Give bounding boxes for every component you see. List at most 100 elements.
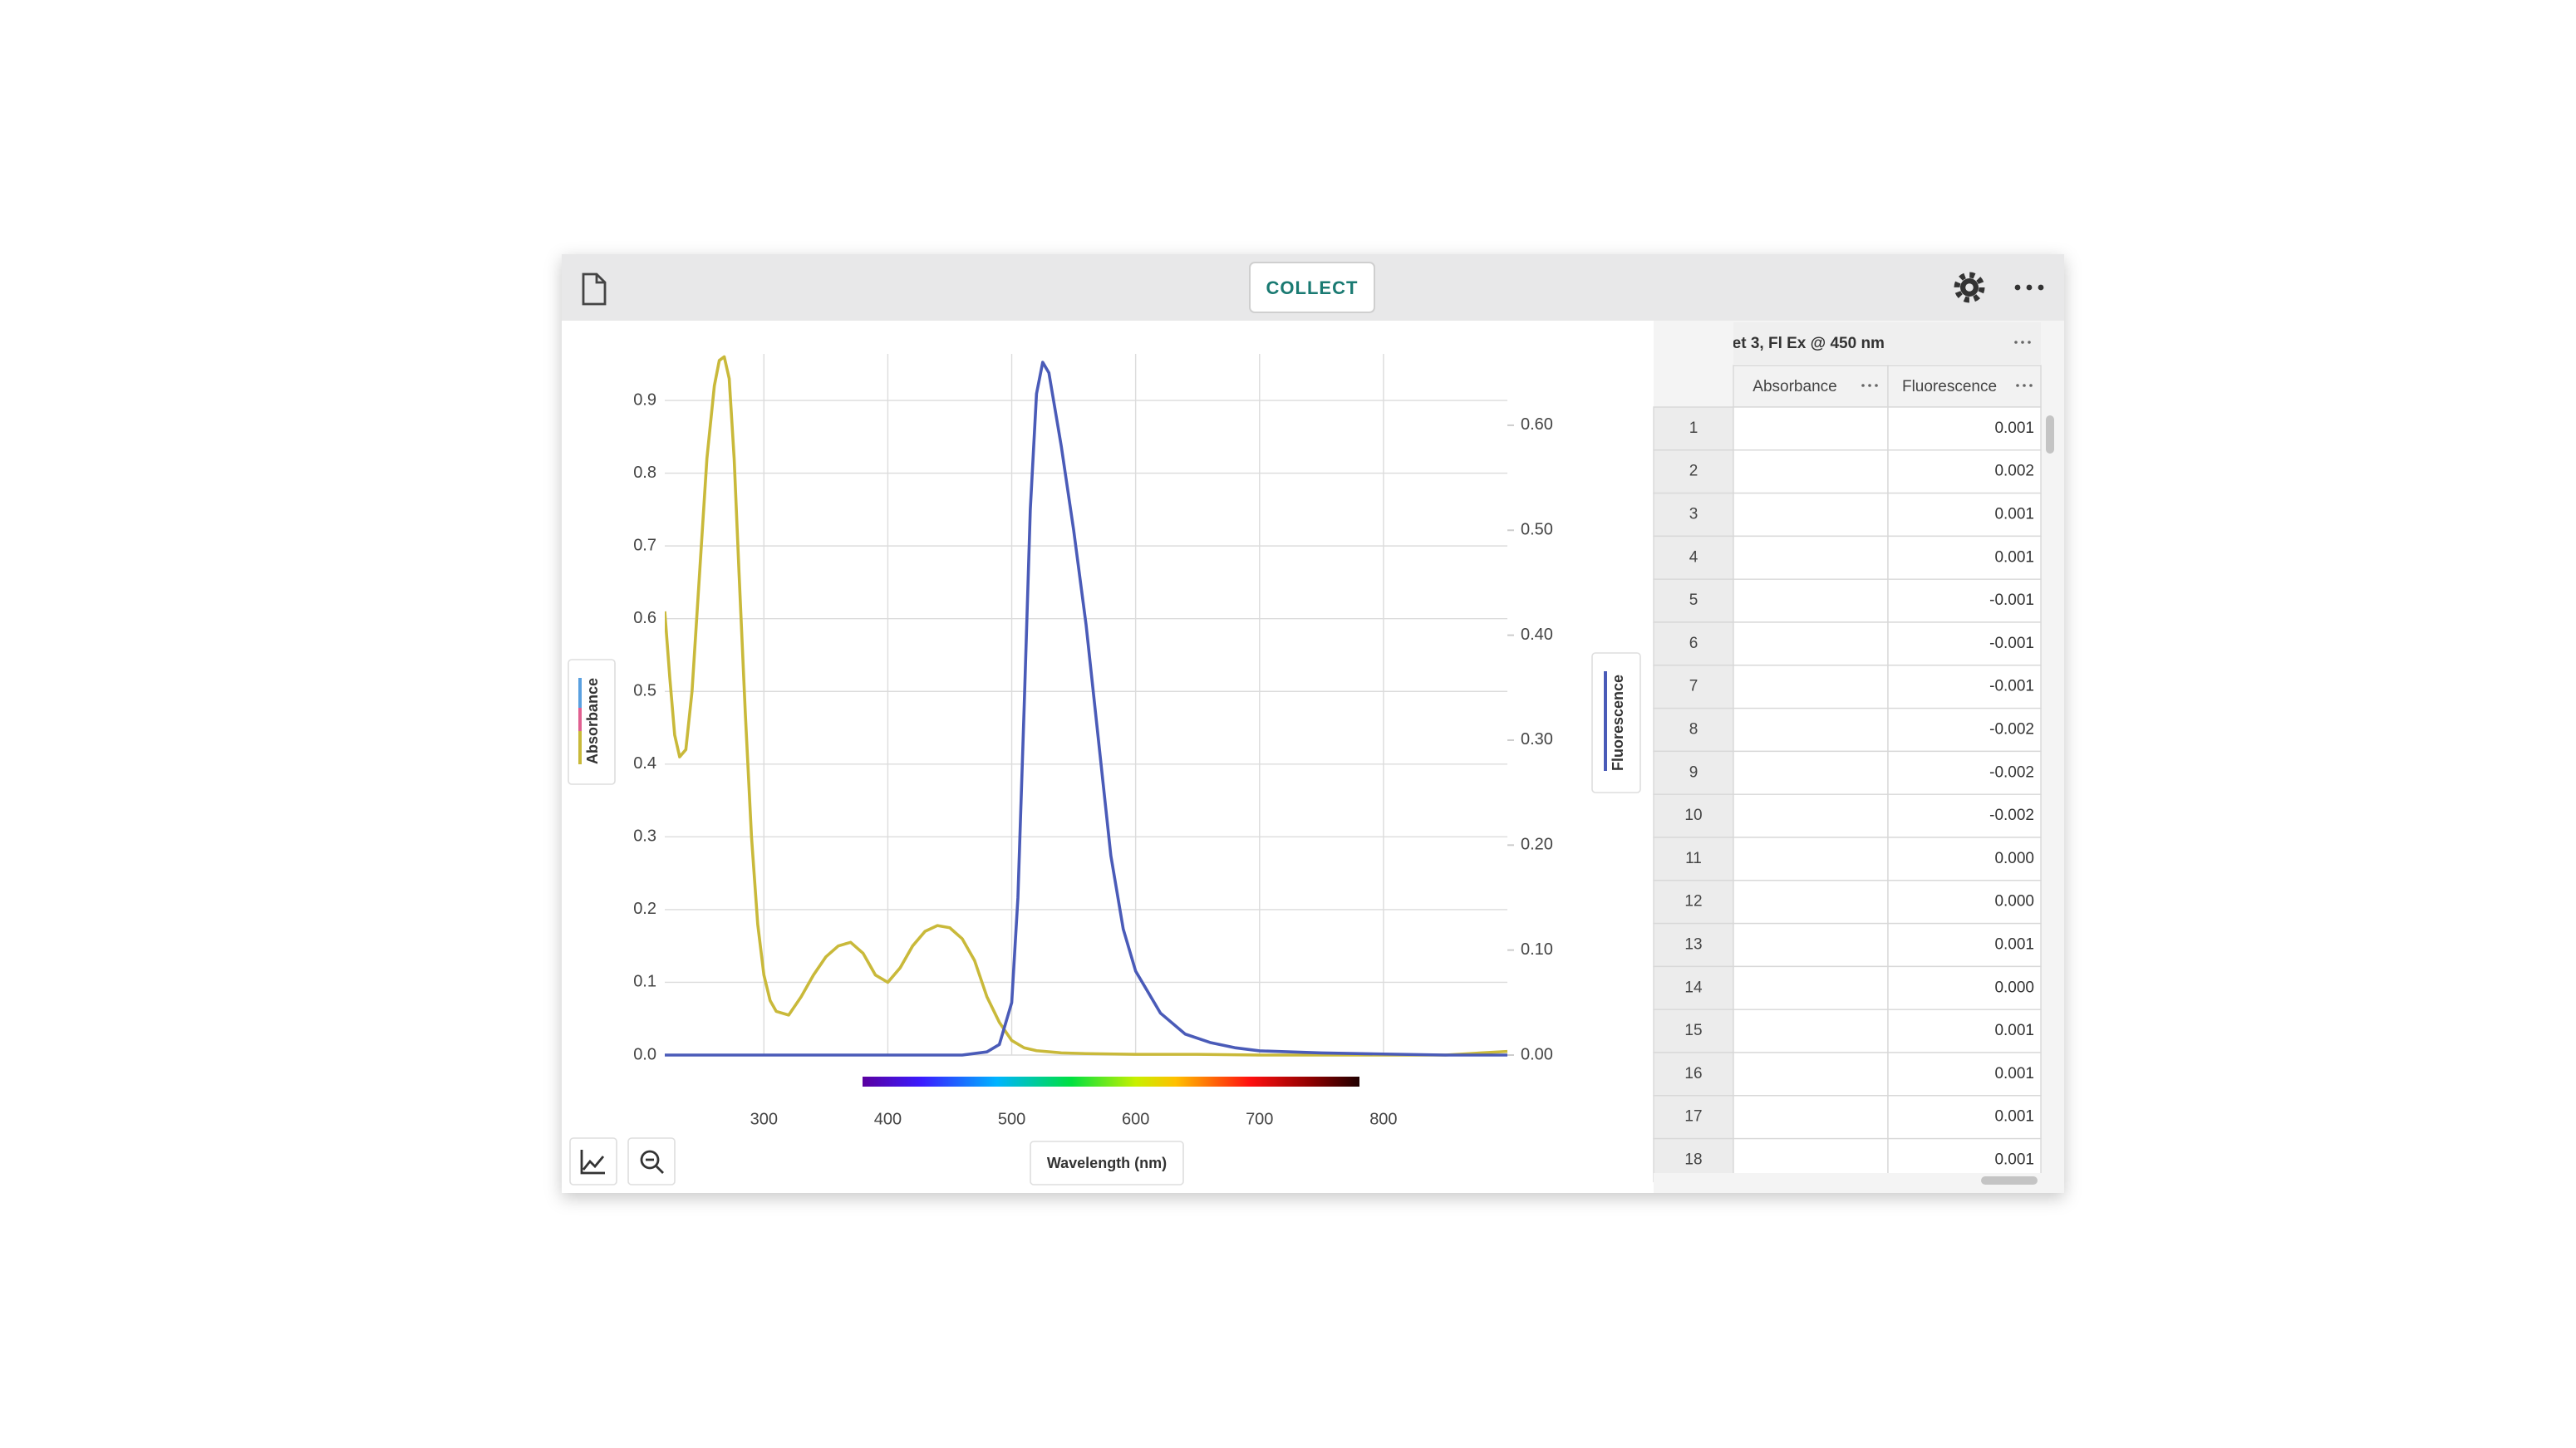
y-tick-label: 0.5 bbox=[633, 682, 656, 700]
y-tick-label: 0.3 bbox=[633, 827, 656, 846]
table-cell bbox=[1733, 1009, 1889, 1053]
table-cell bbox=[1733, 750, 1889, 795]
x-tick-label: 300 bbox=[750, 1110, 778, 1128]
column-menu-dot bbox=[2014, 341, 2018, 344]
table-cell bbox=[1733, 535, 1889, 580]
row-number: 6 bbox=[1689, 635, 1698, 652]
table-cell bbox=[1733, 1052, 1889, 1097]
row-number: 13 bbox=[1684, 936, 1702, 954]
x-axis-label: Wavelength (nm) bbox=[1047, 1155, 1167, 1171]
table-cell bbox=[1733, 965, 1889, 1010]
chart: 0.0 0.1 0.2 0.3 0.4 0.5 0.6 0.7 0.8 0.9 0.00 0.10 0.… bbox=[633, 354, 1553, 1128]
table-cell bbox=[1733, 880, 1889, 925]
cell-value: 0.001 bbox=[1994, 1022, 2034, 1039]
y2-legend-swatch bbox=[1604, 671, 1607, 771]
zoom-icon bbox=[640, 1150, 664, 1174]
x-tick-label: 800 bbox=[1369, 1110, 1397, 1128]
row-number: 7 bbox=[1689, 678, 1698, 695]
collect-button[interactable] bbox=[1249, 262, 1375, 313]
y2-tick-label: 0.20 bbox=[1521, 836, 1553, 854]
row-number-cell bbox=[1653, 707, 1734, 753]
cell-value: 0.001 bbox=[1994, 548, 2034, 566]
column-menu-dot bbox=[2016, 384, 2019, 387]
row-number-cell bbox=[1653, 621, 1734, 666]
row-number: 16 bbox=[1684, 1065, 1702, 1082]
y-legend-swatch bbox=[578, 678, 582, 708]
row-number: 5 bbox=[1689, 591, 1698, 609]
row-number-cell bbox=[1653, 1009, 1734, 1053]
row-number: 3 bbox=[1689, 506, 1698, 523]
table-cell bbox=[1887, 621, 2042, 666]
row-number-cell bbox=[1653, 793, 1734, 838]
table-cell bbox=[1887, 406, 2042, 451]
settings-icon[interactable] bbox=[1954, 272, 1985, 303]
row-number: 2 bbox=[1689, 463, 1698, 480]
table-cell bbox=[1733, 793, 1889, 838]
row-number-cell bbox=[1653, 880, 1734, 925]
data-table: Set 3, Fl Ex @ 450 nm Absorbance Fluoresce… bbox=[1653, 322, 2064, 1193]
column-menu-dot bbox=[1868, 384, 1871, 387]
column-header-label: Fluorescence bbox=[1902, 378, 1997, 395]
cell-value: 0.001 bbox=[1994, 1108, 2034, 1126]
table-cell bbox=[1887, 449, 2042, 494]
table-cell bbox=[1887, 1009, 2042, 1053]
y-axis-label: Absorbance bbox=[584, 678, 601, 764]
row-number-cell bbox=[1653, 665, 1734, 709]
file-icon[interactable] bbox=[582, 272, 607, 306]
y2-tick-label: 0.10 bbox=[1521, 940, 1553, 959]
x-tick-label: 500 bbox=[998, 1110, 1025, 1128]
table-cell bbox=[1733, 922, 1889, 968]
cell-value: 0.001 bbox=[1994, 1065, 2034, 1082]
more-icon[interactable] bbox=[2014, 284, 2044, 291]
cell-value: 0.002 bbox=[1994, 463, 2034, 480]
row-number: 17 bbox=[1684, 1108, 1702, 1126]
collect-label: COLLECT bbox=[1266, 277, 1359, 298]
cell-value: 0.001 bbox=[1994, 1151, 2034, 1169]
table-cell bbox=[1733, 492, 1889, 537]
y2-tick-label: 0.40 bbox=[1521, 626, 1553, 644]
y2-tick-label: 0.60 bbox=[1521, 415, 1553, 434]
table-cell bbox=[1887, 880, 2042, 925]
graph-icon bbox=[580, 1150, 605, 1175]
row-number: 4 bbox=[1689, 548, 1698, 566]
table-title: Set 3, Fl Ex @ 450 nm bbox=[1722, 335, 1885, 352]
y-legend-swatch bbox=[578, 708, 582, 731]
row-number: 14 bbox=[1684, 979, 1703, 996]
cell-value: 0.001 bbox=[1994, 506, 2034, 523]
zoom-button[interactable] bbox=[627, 1137, 676, 1185]
cell-value: 0.001 bbox=[1994, 936, 2034, 954]
y-tick-label: 0.2 bbox=[633, 900, 656, 918]
table-cell bbox=[1887, 492, 2042, 537]
table-title-cell bbox=[1733, 322, 2041, 364]
graph-options-button[interactable] bbox=[569, 1137, 617, 1185]
table-cell bbox=[1887, 793, 2042, 838]
cell-value: 0.000 bbox=[1994, 850, 2034, 867]
table-cell bbox=[1733, 578, 1889, 623]
horizontal-scrollbar[interactable] bbox=[1981, 1176, 2038, 1185]
row-number: 1 bbox=[1689, 420, 1698, 437]
table-cell bbox=[1887, 707, 2042, 753]
x-tick-label: 700 bbox=[1246, 1110, 1273, 1128]
y-tick-label: 0.1 bbox=[633, 973, 656, 991]
series-line bbox=[665, 361, 1507, 1057]
y2-axis-label: Fluorescence bbox=[1610, 675, 1626, 771]
y-tick-label: 0.4 bbox=[633, 754, 656, 773]
cell-value: -0.001 bbox=[1989, 635, 2034, 652]
table-cell bbox=[1887, 922, 2042, 968]
column-menu-dot bbox=[2023, 384, 2026, 387]
y-tick-label: 0.9 bbox=[633, 390, 656, 409]
table-cell bbox=[1887, 578, 2042, 623]
table-cell bbox=[1733, 1095, 1889, 1140]
x-tick-label: 600 bbox=[1122, 1110, 1149, 1128]
y2-tick-label: 0.00 bbox=[1521, 1045, 1553, 1063]
x-axis-box[interactable] bbox=[1030, 1141, 1184, 1185]
cell-value: -0.001 bbox=[1989, 678, 2034, 695]
row-number: 10 bbox=[1684, 807, 1702, 824]
table-cell bbox=[1733, 406, 1889, 451]
row-number: 8 bbox=[1689, 721, 1698, 739]
row-number: 12 bbox=[1684, 893, 1702, 911]
table-cell bbox=[1887, 1095, 2042, 1140]
table-cell bbox=[1733, 837, 1889, 881]
table-cell bbox=[1733, 449, 1889, 494]
vertical-scrollbar[interactable] bbox=[2046, 415, 2054, 454]
